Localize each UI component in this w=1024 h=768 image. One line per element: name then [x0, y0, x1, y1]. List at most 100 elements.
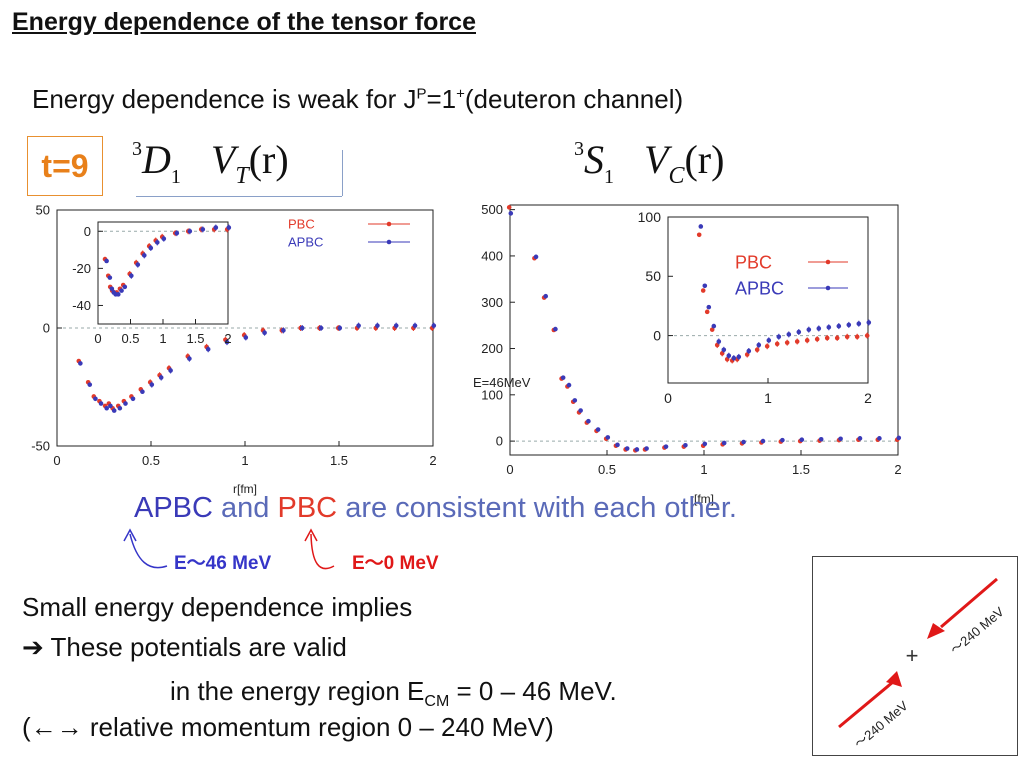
incoming-arrow-right	[940, 577, 998, 629]
data-point	[508, 211, 514, 216]
y-tick-label: 300	[481, 295, 503, 310]
energy-pbc-label: E～0 MeV	[352, 553, 439, 574]
data-point	[122, 284, 128, 290]
x-axis-label: r[fm]	[690, 492, 714, 506]
formula-underline	[136, 196, 342, 197]
pbc-arrow-curve	[310, 533, 335, 570]
x-tick-label: 2	[429, 453, 436, 468]
consistent-apbc: APBC	[134, 492, 213, 524]
data-point	[615, 442, 620, 448]
data-point	[123, 401, 128, 406]
body-line-2: ➔ These potentials are valid	[22, 632, 347, 663]
momentum-diagram-svg: + ～240 MeV ～240 MeV	[838, 577, 1007, 752]
x-tick-label: 2	[864, 390, 872, 406]
apbc-arrow-curve	[129, 533, 168, 569]
data-point	[572, 398, 578, 403]
data-point	[224, 339, 230, 345]
data-point	[683, 442, 688, 448]
y-tick-label: -40	[72, 298, 91, 313]
legend-label: PBC	[288, 217, 315, 232]
consistent-rest: are consistent with each other.	[345, 492, 737, 524]
body-line-3-text: in the energy region E	[170, 676, 425, 706]
y-tick-label: -50	[31, 439, 50, 454]
data-point	[533, 254, 539, 260]
center-cross: +	[906, 643, 919, 668]
data-point	[108, 403, 113, 409]
x-tick-label: 0.5	[142, 453, 160, 468]
data-point	[824, 335, 830, 341]
x-tick-label: 1	[159, 331, 166, 346]
series-apbc	[104, 224, 232, 297]
data-point	[98, 401, 104, 406]
diagram-label-bottom: ～240 MeV	[851, 698, 911, 752]
x-tick-label: 1.5	[186, 331, 204, 346]
formula-central-letter: S	[584, 137, 604, 182]
y-tick-label: 200	[481, 341, 503, 356]
data-point	[78, 361, 83, 366]
data-point	[187, 356, 192, 361]
data-point	[337, 325, 343, 331]
data-point	[741, 439, 746, 445]
y-tick-label: 500	[481, 202, 503, 217]
data-point	[624, 446, 630, 451]
data-point	[816, 326, 822, 331]
data-point	[864, 333, 870, 338]
data-point	[107, 275, 113, 280]
data-point	[663, 444, 669, 449]
x-tick-label: 0.5	[598, 462, 616, 477]
pbc-arrow-head	[304, 528, 318, 542]
subtitle-text: Energy dependence is weak for J	[32, 84, 417, 114]
data-point	[756, 342, 762, 348]
data-point	[786, 332, 792, 337]
data-point	[709, 327, 715, 332]
data-point	[140, 389, 145, 395]
incoming-arrow-left	[838, 680, 894, 729]
data-point	[698, 224, 704, 229]
series-apbc	[78, 322, 437, 413]
data-point	[818, 436, 824, 442]
formula-tensor-arg: (r)	[248, 137, 289, 182]
x-tick-label: 2	[224, 331, 231, 346]
data-point	[135, 262, 141, 267]
data-point	[87, 382, 93, 387]
data-point	[866, 320, 872, 325]
subtitle-spin: =1	[426, 84, 457, 114]
formula-tensor-func: V	[210, 137, 236, 182]
right-arrow-icon: ➔	[22, 632, 44, 662]
data-point	[213, 225, 219, 230]
data-point	[149, 382, 155, 387]
series-apbc	[508, 211, 902, 452]
data-point	[412, 323, 418, 328]
data-point	[200, 227, 206, 232]
data-point	[318, 325, 324, 331]
data-point	[799, 437, 805, 443]
subtitle-channel: (deuteron channel)	[464, 84, 684, 114]
data-point	[586, 418, 591, 424]
data-point	[760, 438, 766, 444]
data-point	[711, 323, 717, 329]
data-point	[578, 408, 583, 413]
plot-frame	[667, 216, 869, 384]
legend-marker	[825, 259, 831, 265]
formula-tensor-sub: 1	[170, 166, 181, 188]
data-point	[804, 338, 810, 343]
legend-marker	[825, 285, 831, 291]
formula-central-sub: 1	[604, 166, 614, 188]
series-apbc	[698, 224, 872, 362]
data-point	[187, 228, 193, 234]
data-point	[784, 340, 790, 345]
data-point	[826, 324, 832, 330]
data-point	[560, 375, 566, 380]
data-point	[736, 354, 742, 360]
formula-central-func: V	[644, 137, 669, 182]
y-tick-label: -20	[72, 261, 91, 276]
data-point	[834, 335, 840, 341]
consistency-statement: APBC and PBC are consistent with each ot…	[134, 492, 737, 525]
data-point	[754, 347, 760, 353]
diagram-label-top: ～240 MeV	[947, 604, 1007, 658]
energy-apbc-label: E～46 MeV	[174, 553, 272, 574]
data-point	[776, 334, 782, 340]
data-point	[375, 323, 380, 328]
chart-legend: PBC APBC	[288, 217, 410, 250]
body-line-1: Small energy dependence implies	[22, 592, 413, 622]
